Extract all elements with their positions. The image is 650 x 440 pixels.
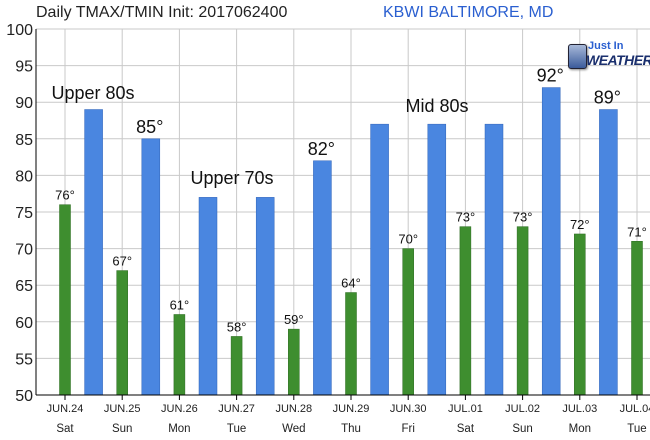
y-tick-label: 100 [6,22,33,39]
tmin-bar [345,292,357,396]
x-tick-date: JUN.28 [275,403,312,415]
y-tick-label: 80 [15,168,33,185]
tmin-data-label: 67° [112,254,132,269]
y-tick-label: 60 [15,315,33,332]
tmax-bar [255,197,275,396]
tmax-bar [541,87,561,396]
station-label: KBWI BALTIMORE, MD [383,4,554,21]
x-tick-day: Sun [512,423,532,435]
x-tick-date: JUN.29 [333,403,370,415]
annotations: Upper 80s Upper 70s Mid 80s [51,83,468,188]
x-tick-day: Sat [457,423,475,435]
y-tick-label: 65 [15,278,33,295]
tmin-data-label: 76° [55,188,75,203]
tmax-data-label: 82° [308,139,335,159]
y-tick-label: 75 [15,205,33,222]
x-tick-date: JUL.01 [448,403,483,415]
tmin-data-label: 61° [170,297,190,312]
x-tick-day: Tue [627,423,646,435]
y-tick-label: 50 [15,388,33,405]
tmax-bar [198,197,218,396]
y-tick-label: 95 [15,59,33,76]
x-tick-day: Mon [168,423,190,435]
annotation-text: Upper 70s [190,168,273,188]
y-tick-label: 90 [15,95,33,112]
chart-title: Daily TMAX/TMIN Init: 2017062400 [36,4,288,21]
x-tick-day: Wed [282,423,305,435]
tmax-data-label: 85° [136,117,163,137]
tmax-bar [313,160,332,396]
tmax-bar [141,138,161,396]
tmax-data-label: 92° [537,66,564,86]
tmin-data-label: 72° [570,217,590,232]
y-tick-label: 70 [15,242,33,259]
x-tick-day: Sat [56,423,74,435]
x-tick-day: Tue [227,423,246,435]
tmin-bar [230,336,243,396]
tmin-data-label: 70° [398,232,418,247]
tmin-data-label: 73° [456,210,476,225]
tmin-bar [631,241,643,396]
tmax-bar [427,123,447,396]
tmin-bar [516,226,529,396]
tmin-data-label: 71° [627,224,647,239]
tmin-bar [574,233,586,396]
just-in-weather-logo: Just In WEATHER [568,38,650,76]
x-tick-date: JUN.30 [390,403,427,415]
tmin-bar [402,248,414,396]
bars [59,87,643,396]
tmin-data-label: 64° [341,276,361,291]
tmax-bar [599,109,618,396]
x-tick-day: Fri [401,423,414,435]
x-tick-date: JUN.27 [218,403,255,415]
annotation-text: Upper 80s [51,83,134,103]
annotation-text: Mid 80s [405,96,468,116]
tmin-data-label: 73° [513,210,533,225]
x-tick-date: JUN.26 [161,403,198,415]
x-tick-day: Sun [112,423,132,435]
logo-line-2: WEATHER [586,52,650,68]
x-tick-date: JUL.03 [562,403,597,415]
phone-icon [568,44,587,69]
tmin-bar [173,314,186,396]
data-labels: 76° 67° 85° 61° 58° 59° 82° 64° 70° 73° 73° 92° 72° 8… [55,66,647,335]
y-tick-label: 85 [15,132,33,149]
x-tick-date: JUL.04 [620,403,650,415]
tmax-bar [484,123,504,396]
x-tick-date: JUL.02 [505,403,540,415]
tmin-data-label: 58° [227,319,247,334]
x-tick-day: Thu [341,423,361,435]
x-tick-date: JUN.24 [47,403,84,415]
tmax-data-label: 89° [594,88,621,108]
x-tick-day: Mon [569,423,591,435]
y-tick-label: 55 [15,351,33,368]
tmin-bar [288,328,300,396]
tmax-bar [84,109,103,396]
tmin-data-label: 59° [284,312,304,327]
tmin-bar [459,226,472,396]
x-tick-date: JUN.25 [104,403,141,415]
tmax-bar [370,123,389,396]
tmin-bar [116,270,128,396]
axes: 50 55 60 65 70 75 80 85 90 95 100 JUN.24 Sat JUN.25 Su… [6,22,650,435]
logo-line-1: Just In [588,40,624,52]
tmin-bar [59,204,71,396]
